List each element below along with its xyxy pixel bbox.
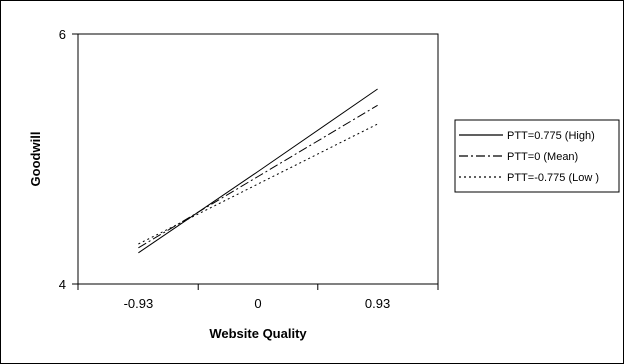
series-line-0 <box>138 88 378 254</box>
ticks-layer: -0.93 0 0.93 4 6 <box>59 27 439 311</box>
y-tick-label: 4 <box>59 277 66 292</box>
y-tick-label: 6 <box>59 27 66 42</box>
series-lines <box>138 88 378 254</box>
legend-label-1: PTT=0 (Mean) <box>507 151 578 163</box>
series-line-1 <box>138 104 378 249</box>
x-tick-label: -0.93 <box>124 296 154 311</box>
x-tick-label: 0.93 <box>365 296 390 311</box>
x-axis-title: Website Quality <box>209 326 307 341</box>
x-tick-label: 0 <box>254 296 261 311</box>
legend-label-2: PTT=-0.775 (Low ) <box>507 172 599 184</box>
legend: PTT=0.775 (High) PTT=0 (Mean) PTT=-0.775 (… <box>454 119 620 193</box>
y-axis-title: Goodwill <box>28 132 43 187</box>
plot-area <box>77 33 439 285</box>
legend-label-0: PTT=0.775 (High) <box>507 130 595 142</box>
